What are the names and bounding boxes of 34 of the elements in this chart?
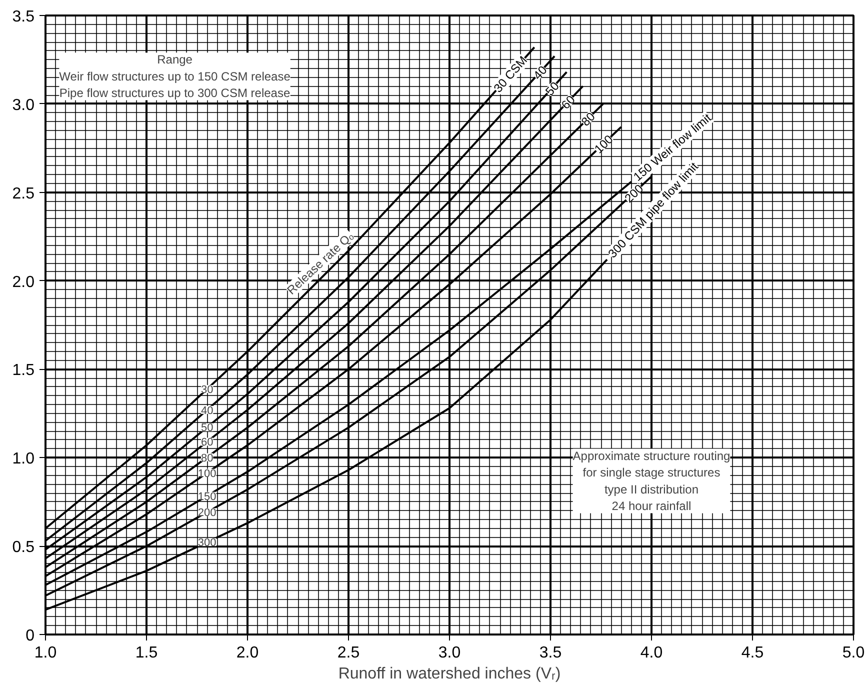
y-tick-label: 0 xyxy=(26,628,35,644)
y-tick-label: 3.5 xyxy=(12,8,35,26)
x-tick-label: 2.0 xyxy=(236,644,259,662)
annotation: 300 xyxy=(198,537,216,550)
y-tick-label: 1.5 xyxy=(12,362,35,380)
annotation: 30 xyxy=(200,384,214,396)
annotation: 200 xyxy=(198,507,216,520)
x-tick-label: 4.0 xyxy=(640,644,663,662)
y-tick-label: 0.5 xyxy=(12,539,35,556)
y-tick-label: 2.5 xyxy=(12,185,35,202)
annotation: 50 xyxy=(542,78,562,98)
y-tick-label: 3.0 xyxy=(12,96,35,114)
text: 100 xyxy=(592,132,616,156)
annotation: 60 xyxy=(558,92,578,112)
annotation: Range Weir flow structures up to 150 CSM release Pipe flow structures up to 300 CSM release xyxy=(59,52,291,100)
annotation: Approximate structure routing for single stage structures type II distribution 24 hour rainfall xyxy=(572,448,730,514)
x-tick-label: 1.5 xyxy=(135,644,158,662)
x-axis-title: Runoff in watershed inches (Vᵣ) xyxy=(338,666,561,682)
text: 40 xyxy=(530,62,550,82)
y-tick-label: 1.0 xyxy=(12,450,35,468)
x-tick-label: 4.5 xyxy=(741,644,764,662)
y-tick-label: 2.0 xyxy=(12,274,35,291)
x-tick-label: 3.0 xyxy=(438,644,461,662)
annotation: 40 xyxy=(200,404,214,417)
series-label: 60 xyxy=(200,436,214,449)
annotation: 80 xyxy=(200,452,214,464)
annotation: 100 xyxy=(198,468,216,480)
text: 200 xyxy=(622,181,646,206)
annotation: 150 xyxy=(198,490,216,503)
text: 80 xyxy=(578,109,598,129)
x-tick-label: 3.5 xyxy=(539,644,562,662)
x-tick-label: 5.0 xyxy=(842,644,865,662)
x-tick-label: 2.5 xyxy=(337,644,360,662)
x-tick-label: 1.0 xyxy=(34,644,57,662)
